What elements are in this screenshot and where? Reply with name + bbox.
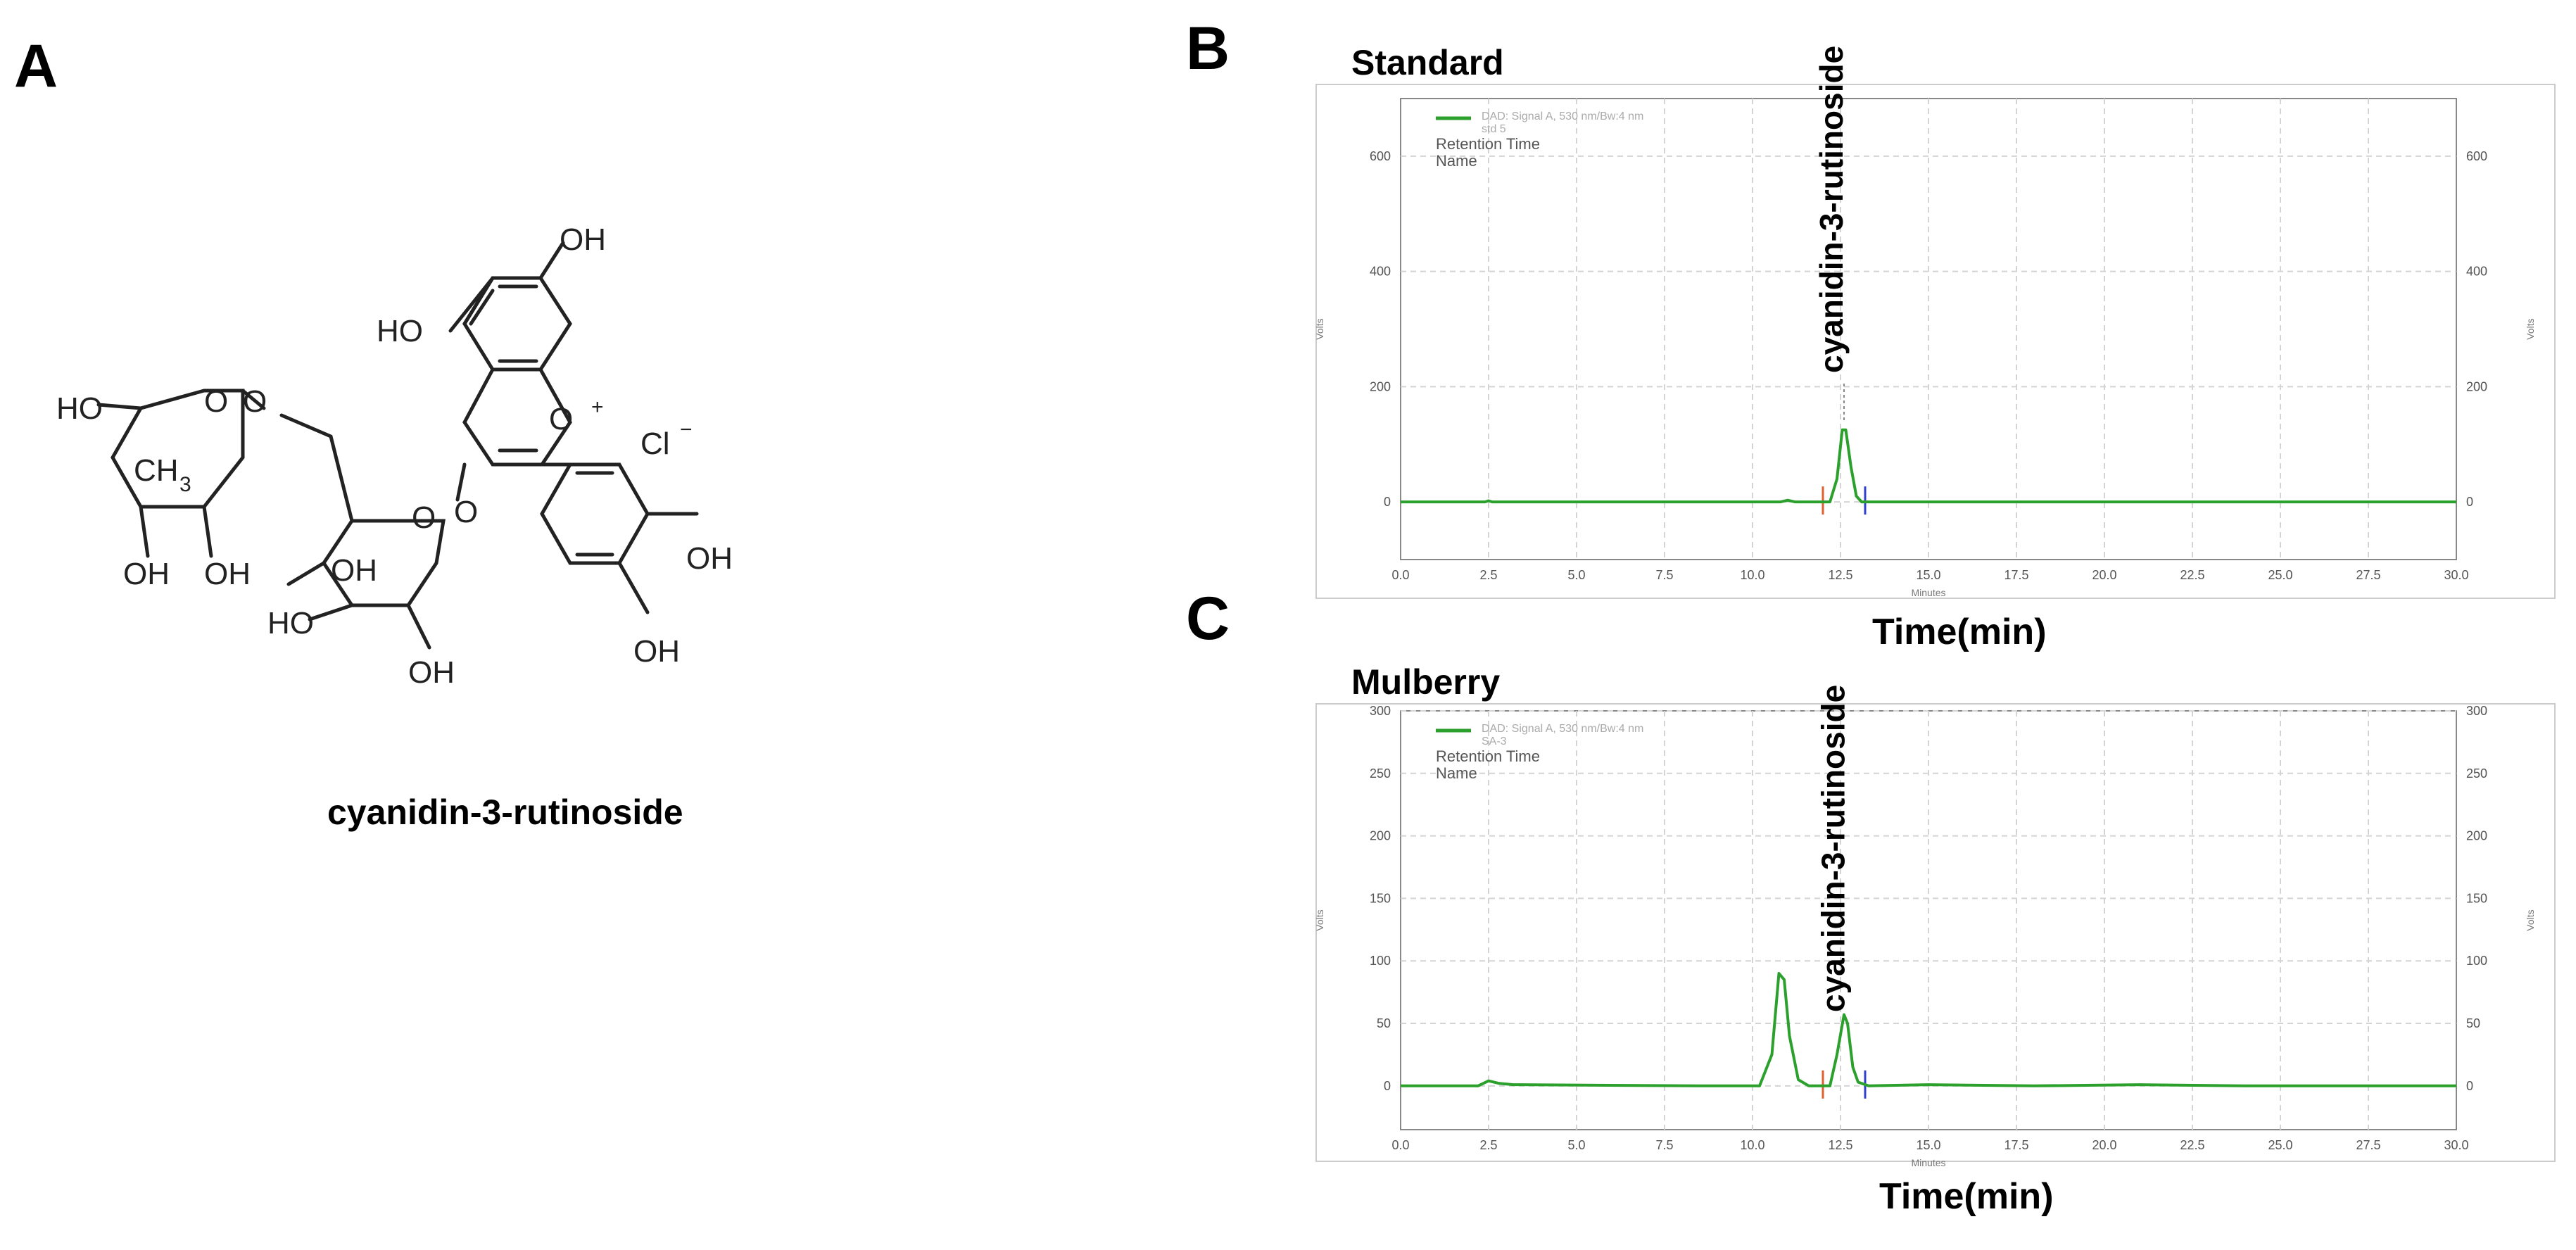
atom-o-rha-link: O (243, 384, 267, 419)
chart-b-x-tick: 27.5 (2356, 568, 2380, 582)
chart-title-standard: Standard (1351, 43, 1504, 82)
atom-ch3-sub: 3 (179, 473, 191, 496)
chart-c-y-tick-left: 200 (1370, 829, 1391, 843)
chart-b-peak-label: cyanidin-3-rutinoside (1813, 46, 1850, 373)
chart-b-y-tick-left: 600 (1370, 149, 1391, 163)
chart-c-legend-sample: SA-3 (1482, 736, 1507, 747)
chart-b-x-tick: 22.5 (2180, 568, 2204, 582)
chart-c-y-tick-right: 200 (2466, 829, 2487, 843)
chart-c-legend-signal: DAD: Signal A, 530 nm/Bw:4 nm (1482, 723, 1643, 735)
chart-c-x-tick: 22.5 (2180, 1138, 2204, 1152)
atom-ch: CH (134, 453, 179, 488)
chart-b-frame (1315, 84, 2556, 599)
atom-oh-glc1: OH (408, 655, 455, 690)
chart-c-x-tick: 12.5 (1828, 1138, 1852, 1152)
panel-label-c: C (1186, 585, 1230, 652)
atom-ho-glc: HO (267, 606, 314, 640)
chart-b-x-tick: 10.0 (1740, 568, 1764, 582)
chart-b-y-tick-left: 200 (1370, 379, 1391, 393)
atom-oh-rha1: OH (123, 557, 170, 591)
atom-o-rha: O (204, 384, 228, 419)
panel-label-a: A (14, 32, 58, 100)
chart-c-x-tick: 25.0 (2268, 1138, 2292, 1152)
chart-b-y-unit-left: Volts (1314, 318, 1325, 339)
atom-oh-b1: OH (686, 541, 733, 576)
chart-b-x-tick: 17.5 (2004, 568, 2028, 582)
chart-b-x-tick: 15.0 (1916, 568, 1940, 582)
chart-c-x-tick: 7.5 (1655, 1138, 1673, 1152)
chart-c-x-unit: Minutes (1911, 1157, 1945, 1168)
atom-ho-rha: HO (56, 391, 103, 426)
chart-b-x-tick: 2.5 (1479, 568, 1497, 582)
chart-b-legend-sample: std 5 (1482, 123, 1506, 135)
chart-c-y-unit-right: Volts (2525, 909, 2536, 930)
atom-oh-top: OH (560, 222, 606, 257)
chart-c-y-tick-right: 250 (2466, 766, 2487, 781)
chart-b-x-tick: 7.5 (1655, 568, 1673, 582)
chart-b-legend-name: Name (1436, 152, 1477, 170)
chart-b-x-tick: 30.0 (2444, 568, 2468, 582)
chart-c-y-tick-left: 100 (1370, 954, 1391, 968)
chart-b-y-tick-right: 600 (2466, 149, 2487, 163)
chart-c-x-tick: 20.0 (2092, 1138, 2116, 1152)
chart-c-y-tick-right: 50 (2466, 1016, 2480, 1030)
atom-charge-minus: − (680, 418, 693, 441)
chart-c-x-tick: 5.0 (1567, 1138, 1585, 1152)
chart-c-x-tick: 30.0 (2444, 1138, 2468, 1152)
atom-oh-rha2: OH (204, 557, 251, 591)
atom-ho-left: HO (377, 314, 423, 348)
chart-b-x-tick: 12.5 (1828, 568, 1852, 582)
chart-c-x-tick: 0.0 (1391, 1138, 1409, 1152)
chart-b-y-unit-right: Volts (2525, 318, 2536, 339)
chart-c-series-line (1401, 972, 2456, 1087)
structure-caption: cyanidin-3-rutinoside (327, 793, 683, 832)
chart-b-y-tick-right: 200 (2466, 379, 2487, 393)
atom-oh-b2: OH (633, 634, 680, 669)
atom-o-ring: O (549, 402, 573, 436)
chart-c-x-tick: 17.5 (2004, 1138, 2028, 1152)
chart-c-y-tick-right: 300 (2466, 704, 2487, 718)
chart-c-y-tick-left: 300 (1370, 704, 1391, 718)
chart-b-series-line (1401, 428, 2456, 504)
chart-title-mulberry: Mulberry (1351, 662, 1501, 702)
chart-c-peak-label: cyanidin-3-rutinoside (1815, 685, 1852, 1012)
chart-b-y-tick-right: 400 (2466, 265, 2487, 279)
atom-o-link: O (454, 495, 478, 529)
chart-c-x-tick: 27.5 (2356, 1138, 2380, 1152)
chart-c-y-tick-left: 250 (1370, 766, 1391, 781)
chart-c-y-tick-left: 50 (1377, 1016, 1391, 1030)
chart-c-y-tick-left: 150 (1370, 891, 1391, 905)
chart-b-y-tick-left: 400 (1370, 265, 1391, 279)
chart-b-x-tick: 20.0 (2092, 568, 2116, 582)
chart-b-x-tick: 5.0 (1567, 568, 1585, 582)
chart-c-y-unit-left: Volts (1314, 909, 1325, 930)
atom-cl: Cl (640, 427, 670, 461)
x-axis-title-c: Time(min) (1879, 1176, 2054, 1217)
chart-b-legend-signal: DAD: Signal A, 530 nm/Bw:4 nm (1482, 111, 1643, 122)
atom-oh-glc2: OH (331, 553, 377, 588)
chart-c-x-tick: 2.5 (1479, 1138, 1497, 1152)
chart-b-y-tick-left: 0 (1384, 495, 1391, 509)
chart-c-y-tick-right: 150 (2466, 891, 2487, 905)
chart-c-legend-name: Name (1436, 764, 1477, 782)
chart-c-y-tick-right: 0 (2466, 1079, 2473, 1093)
chart-b-legend-retention: Retention Time (1436, 135, 1540, 153)
panel-label-b: B (1186, 15, 1230, 82)
x-axis-title-b: Time(min) (1872, 612, 2047, 652)
chart-c-y-tick-left: 0 (1384, 1079, 1391, 1093)
chart-c-x-tick: 15.0 (1916, 1138, 1940, 1152)
chart-b-y-tick-right: 0 (2466, 495, 2473, 509)
molecule-structure: OH HO O + Cl − OH OH O O OH HO OH O O HO… (56, 222, 733, 690)
chart-b-x-tick: 25.0 (2268, 568, 2292, 582)
chart-b-x-unit: Minutes (1911, 587, 1945, 598)
chart-c-y-tick-right: 100 (2466, 954, 2487, 968)
chart-c-x-tick: 10.0 (1740, 1138, 1764, 1152)
chart-c-legend-retention: Retention Time (1436, 747, 1540, 765)
atom-charge-plus: + (591, 396, 604, 419)
atom-o-glc: O (412, 500, 436, 535)
chart-b-x-tick: 0.0 (1391, 568, 1409, 582)
